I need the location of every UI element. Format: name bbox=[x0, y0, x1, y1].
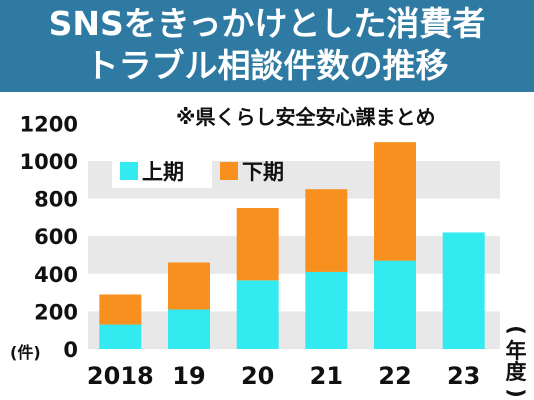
y-axis-unit: (件) bbox=[10, 343, 41, 362]
y-tick-label: 800 bbox=[34, 188, 78, 212]
bar-first-half-22 bbox=[374, 260, 416, 349]
x-tick-label: 22 bbox=[378, 362, 411, 390]
x-unit-char: ) bbox=[504, 388, 528, 398]
stacked-bar-chart: 0 200 400 600 800 1000 1200 2018 19 20 21 22 23 (件)… bbox=[10, 105, 528, 398]
bar-first-half-19 bbox=[168, 309, 210, 349]
source-note: ※県くらし安全安心課まとめ bbox=[176, 105, 435, 129]
legend-label-first-half: 上期 bbox=[142, 160, 184, 184]
x-tick-label: 20 bbox=[241, 362, 274, 390]
x-tick-label: 23 bbox=[447, 362, 480, 390]
chart-title-line-1: SNSをきっかけとした消費者 bbox=[48, 4, 486, 43]
y-tick-label: 1200 bbox=[20, 112, 78, 136]
bar-first-half-2018 bbox=[99, 324, 142, 349]
bar-first-half-20 bbox=[236, 280, 279, 349]
legend-label-second-half: 下期 bbox=[242, 160, 284, 184]
x-axis-ticks: 2018 19 20 21 22 23 bbox=[87, 362, 480, 390]
chart-title-line-2: トラブル相談件数の推移 bbox=[85, 46, 449, 85]
y-tick-label: 400 bbox=[34, 263, 78, 287]
x-axis-unit: ( 年度) bbox=[504, 325, 528, 398]
legend-swatch-second-half bbox=[220, 162, 238, 180]
x-tick-label: 21 bbox=[310, 362, 343, 390]
title-banner: SNSをきっかけとした消費者 トラブル相談件数の推移 bbox=[0, 0, 534, 92]
x-tick-label: 19 bbox=[172, 362, 205, 390]
bar-second-half-22 bbox=[374, 142, 416, 261]
y-tick-label: 600 bbox=[34, 225, 78, 249]
bar-second-half-21 bbox=[305, 189, 348, 272]
bar-second-half-2018 bbox=[99, 294, 142, 325]
legend-swatch-first-half bbox=[120, 162, 138, 180]
x-unit-char: 度 bbox=[506, 360, 527, 384]
y-axis-ticks: 0 200 400 600 800 1000 1200 bbox=[20, 112, 78, 362]
bar-second-half-20 bbox=[236, 208, 279, 281]
x-unit-char: 年 bbox=[506, 339, 527, 363]
legend: 上期 下期 bbox=[112, 152, 284, 188]
x-tick-label: 2018 bbox=[87, 362, 154, 390]
bars bbox=[99, 142, 485, 349]
bar-second-half-19 bbox=[168, 262, 210, 310]
bar-first-half-23 bbox=[442, 232, 485, 349]
grid-band bbox=[88, 311, 500, 349]
x-unit-char: ( bbox=[504, 325, 528, 335]
y-tick-label: 0 bbox=[63, 338, 78, 362]
y-tick-label: 1000 bbox=[20, 150, 78, 174]
y-tick-label: 200 bbox=[34, 300, 78, 324]
grid-band bbox=[88, 236, 500, 274]
grid-bands bbox=[88, 161, 500, 349]
bar-first-half-21 bbox=[305, 271, 348, 349]
